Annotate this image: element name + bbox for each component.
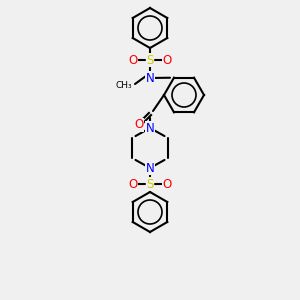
Text: S: S xyxy=(146,178,154,190)
Text: O: O xyxy=(162,53,172,67)
Text: O: O xyxy=(128,178,138,190)
Text: N: N xyxy=(146,161,154,175)
Text: CH₃: CH₃ xyxy=(116,80,132,89)
Text: N: N xyxy=(146,71,154,85)
Text: S: S xyxy=(146,53,154,67)
Text: O: O xyxy=(128,53,138,67)
Text: O: O xyxy=(162,178,172,190)
Text: N: N xyxy=(146,122,154,134)
Text: O: O xyxy=(134,118,144,131)
